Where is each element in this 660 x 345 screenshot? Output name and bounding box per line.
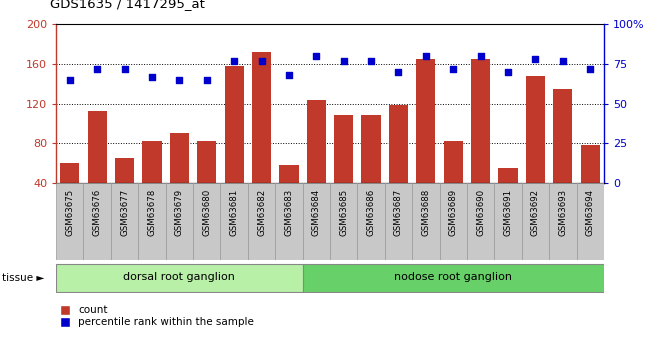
Text: nodose root ganglion: nodose root ganglion <box>394 272 512 282</box>
Bar <box>581 145 600 183</box>
Text: GSM63679: GSM63679 <box>175 189 184 236</box>
Bar <box>389 106 408 183</box>
Bar <box>224 66 244 183</box>
Bar <box>88 111 107 183</box>
Bar <box>197 141 216 183</box>
Text: GSM63688: GSM63688 <box>421 189 430 236</box>
Text: GSM63677: GSM63677 <box>120 189 129 236</box>
Bar <box>494 183 521 260</box>
Text: GSM63683: GSM63683 <box>284 189 294 236</box>
Bar <box>416 59 436 183</box>
Bar <box>577 183 604 260</box>
Bar <box>252 52 271 183</box>
Bar <box>471 59 490 183</box>
Text: GSM63680: GSM63680 <box>202 189 211 236</box>
Point <box>201 77 212 82</box>
Bar <box>220 183 248 260</box>
Bar <box>56 264 302 292</box>
Text: GSM63692: GSM63692 <box>531 189 540 236</box>
Text: GSM63675: GSM63675 <box>65 189 75 236</box>
Point <box>174 77 185 82</box>
Bar <box>302 264 604 292</box>
Text: GSM63678: GSM63678 <box>147 189 156 236</box>
Bar <box>553 89 572 183</box>
Bar <box>83 183 111 260</box>
Bar <box>279 165 298 183</box>
Legend: count, percentile rank within the sample: count, percentile rank within the sample <box>61 305 254 327</box>
Point <box>393 69 404 75</box>
Point <box>256 58 267 63</box>
Bar <box>307 99 326 183</box>
Point <box>448 66 459 71</box>
Text: GSM63687: GSM63687 <box>394 189 403 236</box>
Text: GSM63693: GSM63693 <box>558 189 568 236</box>
Bar <box>275 183 302 260</box>
Text: tissue ►: tissue ► <box>2 273 44 283</box>
Text: GSM63694: GSM63694 <box>585 189 595 236</box>
Bar <box>385 183 412 260</box>
Point <box>65 77 75 82</box>
Text: dorsal root ganglion: dorsal root ganglion <box>123 272 236 282</box>
Text: GSM63682: GSM63682 <box>257 189 266 236</box>
Bar <box>330 183 358 260</box>
Bar <box>248 183 275 260</box>
Bar <box>526 76 545 183</box>
Text: GSM63686: GSM63686 <box>366 189 376 236</box>
Point <box>119 66 130 71</box>
Point <box>92 66 102 71</box>
Point <box>503 69 513 75</box>
Point <box>339 58 349 63</box>
Text: GSM63684: GSM63684 <box>312 189 321 236</box>
Bar <box>60 163 79 183</box>
Point <box>530 56 541 62</box>
Point <box>311 53 321 59</box>
Bar <box>498 168 517 183</box>
Text: GSM63685: GSM63685 <box>339 189 348 236</box>
Bar <box>143 141 162 183</box>
Point <box>284 72 294 78</box>
Bar <box>444 141 463 183</box>
Bar <box>193 183 220 260</box>
Bar <box>521 183 549 260</box>
Bar <box>467 183 494 260</box>
Bar <box>111 183 138 260</box>
Bar <box>358 183 385 260</box>
Bar <box>362 115 381 183</box>
Bar <box>440 183 467 260</box>
Text: GSM63676: GSM63676 <box>92 189 102 236</box>
Bar <box>138 183 166 260</box>
Point <box>147 74 157 79</box>
Text: GDS1635 / 1417295_at: GDS1635 / 1417295_at <box>50 0 205 10</box>
Text: GSM63689: GSM63689 <box>449 189 458 236</box>
Point <box>366 58 376 63</box>
Point <box>229 58 240 63</box>
Bar <box>549 183 577 260</box>
Text: GSM63690: GSM63690 <box>476 189 485 236</box>
Point <box>558 58 568 63</box>
Bar <box>115 158 134 183</box>
Point <box>420 53 431 59</box>
Bar <box>302 183 330 260</box>
Text: GSM63691: GSM63691 <box>504 189 513 236</box>
Bar <box>334 115 353 183</box>
Bar <box>166 183 193 260</box>
Text: GSM63681: GSM63681 <box>230 189 239 236</box>
Bar <box>170 133 189 183</box>
Point <box>585 66 595 71</box>
Bar <box>412 183 440 260</box>
Bar <box>56 183 83 260</box>
Point <box>475 53 486 59</box>
